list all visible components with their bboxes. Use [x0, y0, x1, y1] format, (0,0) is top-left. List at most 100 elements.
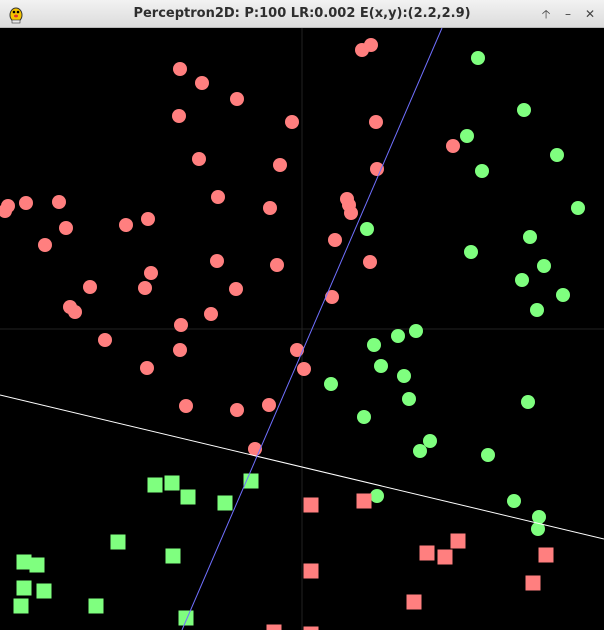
red-circle-point [328, 233, 342, 247]
red-circle-point [364, 38, 378, 52]
white-separator-line [0, 394, 604, 540]
green-circle-point [517, 103, 531, 117]
duke-mascot-icon [9, 7, 23, 24]
maximize-up-button[interactable]: 🡡 [541, 7, 551, 21]
red-circle-point [230, 403, 244, 417]
red-circle-point [119, 218, 133, 232]
perceptron-canvas[interactable] [0, 28, 604, 630]
red-circle-point [204, 307, 218, 321]
green-square-point [36, 583, 52, 599]
green-square-point [178, 610, 194, 626]
red-square-point [406, 594, 422, 610]
red-circle-point [263, 201, 277, 215]
close-button[interactable]: ✕ [584, 7, 596, 21]
red-circle-point [144, 266, 158, 280]
green-circle-point [374, 359, 388, 373]
red-square-point [266, 624, 282, 630]
green-square-point [217, 495, 233, 511]
red-circle-point [273, 158, 287, 172]
perceptron-plot [0, 28, 604, 630]
red-circle-point [195, 76, 209, 90]
red-circle-point [363, 255, 377, 269]
red-square-point [525, 575, 541, 591]
green-circle-point [521, 395, 535, 409]
green-circle-point [460, 129, 474, 143]
red-circle-point [59, 221, 73, 235]
green-circle-point [507, 494, 521, 508]
red-circle-point [173, 343, 187, 357]
green-square-point [88, 598, 104, 614]
red-circle-point [369, 115, 383, 129]
red-circle-point [285, 115, 299, 129]
green-circle-point [537, 259, 551, 273]
green-circle-point [475, 164, 489, 178]
green-circle-point [391, 329, 405, 343]
window-titlebar[interactable]: Perceptron2D: P:100 LR:0.002 E(x,y):(2.2… [0, 0, 604, 28]
red-square-point [303, 563, 319, 579]
red-circle-point [38, 238, 52, 252]
green-circle-point [397, 369, 411, 383]
green-square-point [13, 598, 29, 614]
green-circle-point [324, 377, 338, 391]
red-circle-point [174, 318, 188, 332]
red-circle-point [141, 212, 155, 226]
green-square-point [165, 548, 181, 564]
red-circle-point [211, 190, 225, 204]
green-square-point [29, 557, 45, 573]
green-circle-point [515, 273, 529, 287]
red-circle-point [192, 152, 206, 166]
green-circle-point [370, 489, 384, 503]
green-circle-point [357, 410, 371, 424]
red-circle-point [173, 62, 187, 76]
red-circle-point [68, 305, 82, 319]
green-circle-point [556, 288, 570, 302]
green-circle-point [367, 338, 381, 352]
green-circle-point [532, 510, 546, 524]
red-circle-point [262, 398, 276, 412]
green-square-point [180, 489, 196, 505]
red-circle-point [19, 196, 33, 210]
red-circle-point [0, 204, 12, 218]
green-square-point [243, 473, 259, 489]
green-circle-point [413, 444, 427, 458]
green-circle-point [550, 148, 564, 162]
red-circle-point [325, 290, 339, 304]
red-circle-point [290, 343, 304, 357]
green-circle-point [571, 201, 585, 215]
red-square-point [538, 547, 554, 563]
red-circle-point [138, 281, 152, 295]
green-square-point [16, 554, 32, 570]
green-circle-point [523, 230, 537, 244]
red-circle-point [140, 361, 154, 375]
red-square-point [356, 493, 372, 509]
red-circle-point [340, 192, 354, 206]
red-square-point [437, 549, 453, 565]
red-circle-point [210, 254, 224, 268]
blue-decision-line [181, 28, 443, 630]
red-circle-point [179, 399, 193, 413]
red-circle-point [52, 195, 66, 209]
red-circle-point [172, 109, 186, 123]
green-circle-point [409, 324, 423, 338]
red-circle-point [270, 258, 284, 272]
green-circle-point [423, 434, 437, 448]
window-title: Perceptron2D: P:100 LR:0.002 E(x,y):(2.2… [133, 6, 471, 21]
green-square-point [16, 580, 32, 596]
red-square-point [419, 545, 435, 561]
minimize-button[interactable]: – [565, 7, 571, 21]
red-circle-point [446, 139, 460, 153]
green-square-point [164, 475, 180, 491]
green-circle-point [531, 522, 545, 536]
green-square-point [147, 477, 163, 493]
green-circle-point [464, 245, 478, 259]
green-circle-point [530, 303, 544, 317]
red-circle-point [83, 280, 97, 294]
red-square-point [303, 497, 319, 513]
red-circle-point [370, 162, 384, 176]
red-circle-point [230, 92, 244, 106]
red-circle-point [229, 282, 243, 296]
red-square-point [303, 626, 319, 630]
green-circle-point [402, 392, 416, 406]
green-square-point [110, 534, 126, 550]
red-circle-point [344, 206, 358, 220]
